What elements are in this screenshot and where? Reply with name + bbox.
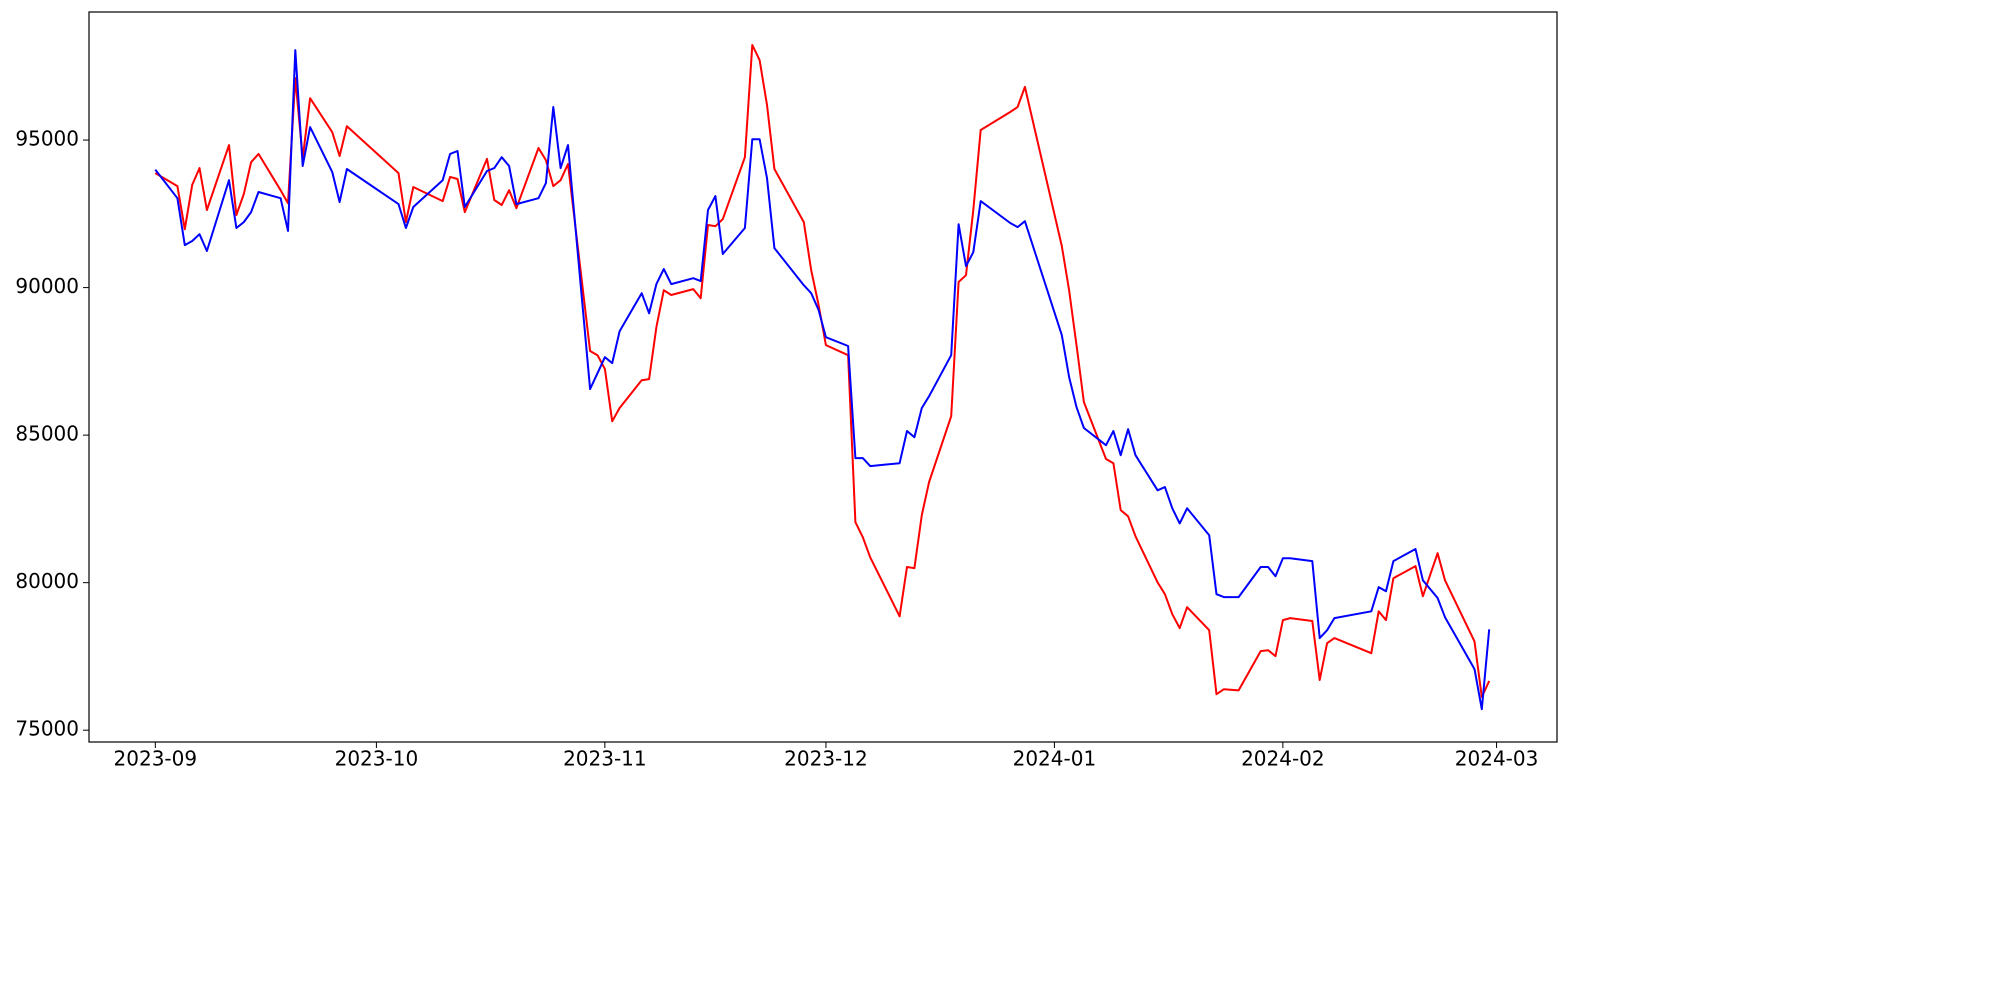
y-tick-label: 80000 xyxy=(15,569,79,593)
plot-frame xyxy=(88,11,1558,743)
x-tick-label: 2023-11 xyxy=(563,747,647,771)
y-tick-label: 85000 xyxy=(15,422,79,446)
x-tick-label: 2023-10 xyxy=(335,747,419,771)
x-tick-label: 2024-03 xyxy=(1455,747,1539,771)
y-tick-label: 95000 xyxy=(15,127,79,151)
y-tick-label: 75000 xyxy=(15,717,79,741)
x-tick-label: 2024-02 xyxy=(1241,747,1325,771)
series-line xyxy=(154,49,1491,711)
x-tick-label: 2024-01 xyxy=(1013,747,1097,771)
series-line xyxy=(154,44,1491,699)
y-tick-label: 90000 xyxy=(15,274,79,298)
x-tick-label: 2023-12 xyxy=(784,747,868,771)
x-tick-label: 2023-09 xyxy=(114,747,198,771)
